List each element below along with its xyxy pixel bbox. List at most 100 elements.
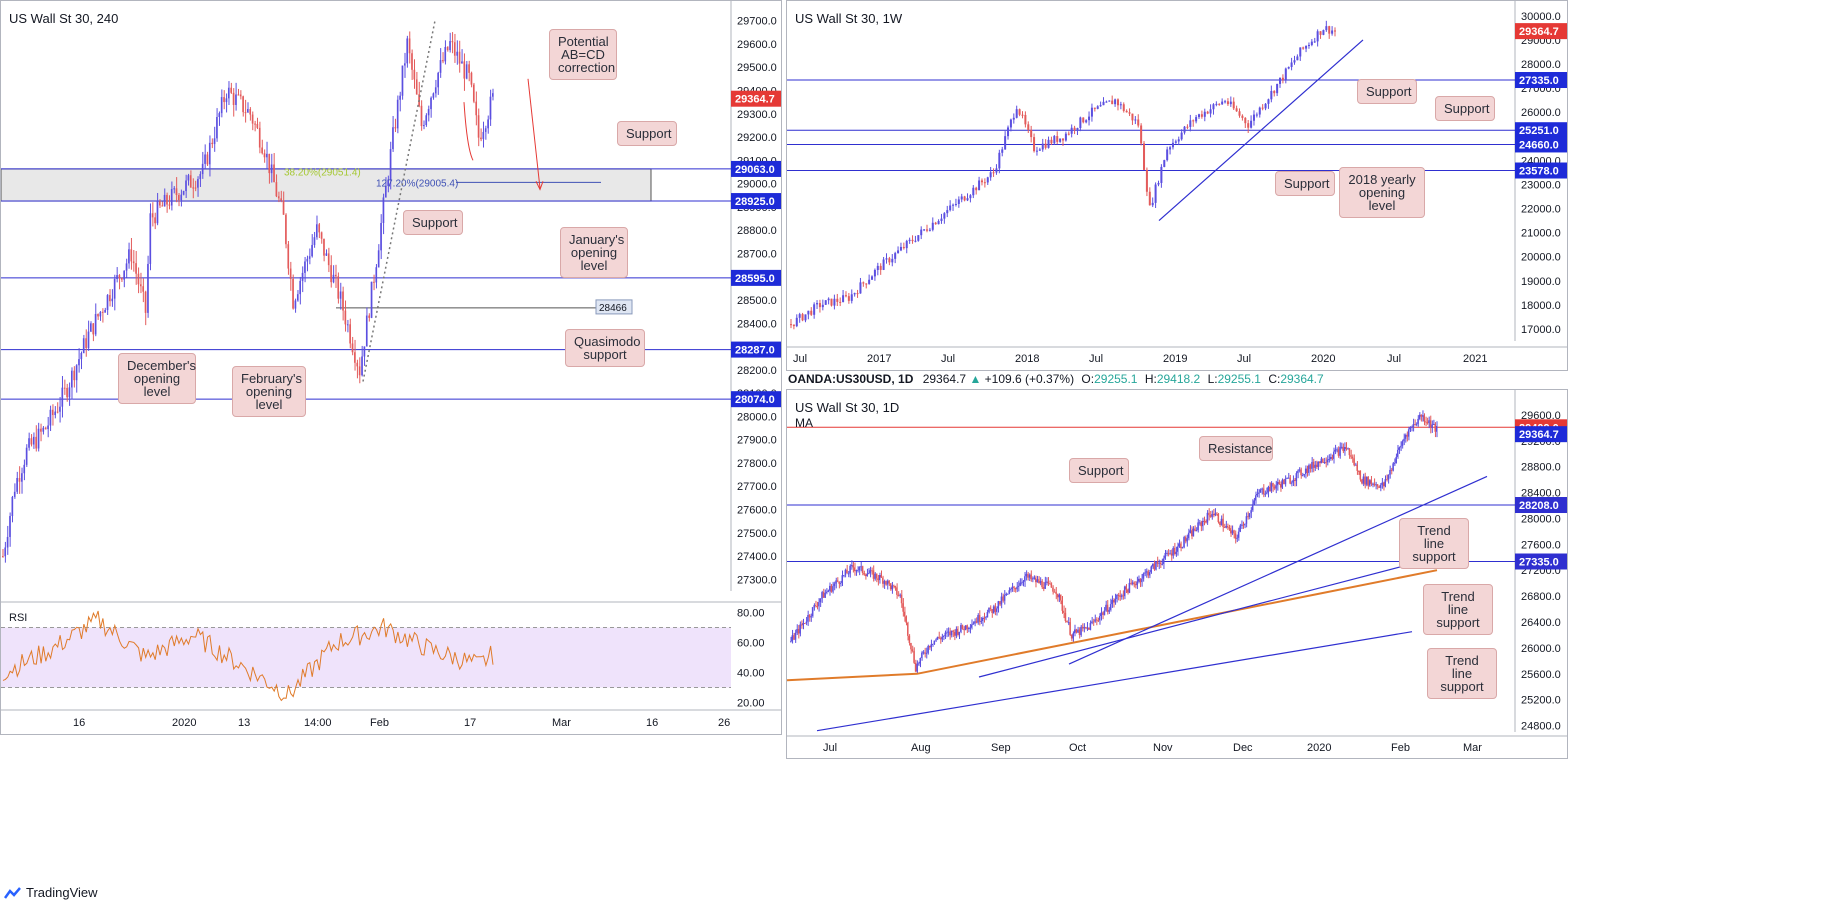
daily-candle [891, 585, 893, 590]
weekly-candle [1276, 83, 1279, 94]
daily-candle [911, 649, 914, 652]
level-price-box [731, 269, 781, 286]
daily-candle [1298, 469, 1301, 471]
daily-candle [1036, 579, 1039, 583]
daily-candle [1114, 599, 1117, 603]
weekly-candle [1232, 101, 1235, 109]
h4-candle [446, 46, 449, 51]
h4-candle [166, 194, 168, 205]
daily-candle [791, 635, 794, 642]
daily-candle [871, 570, 873, 572]
daily-candle [1384, 479, 1387, 487]
h4-candle [380, 223, 382, 251]
weekly-candle [1108, 100, 1111, 102]
chart-1d-svg[interactable]: 29600.029200.028800.028400.028000.027600… [787, 390, 1567, 758]
daily-candle [1351, 456, 1354, 459]
weekly-candle [1261, 107, 1264, 109]
daily-candle [1150, 566, 1152, 573]
chart-1d-ytick-label: 25200.0 [1521, 695, 1561, 707]
weekly-candle [1009, 119, 1012, 128]
daily-candle [1147, 571, 1149, 576]
chart-1d-xtick-label: Jul [823, 742, 837, 754]
h4-candle [370, 281, 373, 318]
h4-candle [235, 94, 237, 105]
h4-candle [373, 281, 375, 283]
daily-candle [1340, 446, 1343, 448]
daily-candle [1273, 486, 1276, 489]
daily-candle [1042, 587, 1045, 589]
level-price-box [731, 341, 781, 358]
level-price-label: 28595.0 [735, 273, 775, 285]
daily-candle [900, 594, 903, 604]
daily-candle [1225, 526, 1227, 528]
daily-candle [999, 601, 1001, 605]
daily-candle [1198, 522, 1201, 524]
daily-candle [1362, 476, 1365, 484]
daily-candle [804, 623, 806, 625]
h4-candle [168, 204, 171, 206]
daily-candle [1153, 563, 1156, 570]
daily-candle [1083, 627, 1085, 629]
daily-candle [1429, 420, 1432, 429]
weekly-candle [1137, 119, 1140, 126]
daily-candle [1365, 476, 1368, 485]
daily-candle [1167, 552, 1170, 555]
weekly-candle [1035, 150, 1038, 152]
daily-candle [850, 565, 853, 567]
weekly-candle [1299, 47, 1302, 57]
chart-1w-svg[interactable]: 30000.029000.028000.027000.026000.025000… [787, 1, 1567, 370]
weekly-candle [1143, 143, 1146, 170]
h4-candle [296, 294, 299, 301]
daily-candle [916, 663, 918, 672]
weekly-candle [943, 213, 946, 219]
ab-dotted-line [362, 20, 436, 382]
h4-candle [216, 116, 218, 139]
chart-1w-ytick-label: 17000.0 [1521, 324, 1561, 336]
weekly-candle [1053, 136, 1056, 144]
footer-brand: TradingView [26, 885, 98, 900]
chart-panel-1w[interactable]: 30000.029000.028000.027000.026000.025000… [786, 0, 1568, 371]
weekly-candle [1229, 101, 1232, 105]
daily-candle [846, 569, 848, 574]
weekly-candle [1215, 103, 1218, 105]
open-value: 29255.1 [1094, 372, 1138, 386]
daily-candle [1231, 530, 1234, 534]
chart-240-svg[interactable]: 29700.029600.029500.029400.029300.029200… [1, 1, 781, 734]
daily-candle [1226, 526, 1229, 528]
daily-candle [941, 636, 943, 640]
daily-candle [989, 607, 992, 610]
h4-candle [420, 105, 423, 127]
weekly-candle [1096, 106, 1099, 109]
daily-candle [863, 573, 865, 575]
h4-candle [430, 97, 432, 110]
daily-candle [894, 585, 897, 588]
weekly-level-box [1515, 122, 1567, 139]
daily-candle [983, 617, 985, 619]
daily-candle [963, 628, 965, 631]
daily-candle [1089, 622, 1092, 630]
daily-candle [971, 624, 973, 628]
daily-candle [1395, 456, 1397, 464]
daily-candle [1105, 604, 1107, 611]
weekly-candle [1090, 107, 1093, 117]
daily-candle [1323, 462, 1326, 464]
weekly-candle [1018, 109, 1021, 115]
weekly-candle [1047, 139, 1050, 148]
chart-panel-1d[interactable]: 29600.029200.028800.028400.028000.027600… [786, 389, 1568, 759]
h4-candle [477, 115, 480, 138]
h4-candle [101, 311, 104, 313]
change-up-icon: ▲ [969, 372, 982, 386]
daily-candle [1409, 427, 1411, 430]
weekly-candle [934, 222, 937, 225]
h4-candle [230, 87, 233, 93]
h4-candle [25, 447, 28, 465]
daily-candle [1292, 479, 1294, 483]
daily-candle [1287, 477, 1290, 479]
daily-candle [1169, 553, 1171, 555]
chart-panel-240[interactable]: 29700.029600.029500.029400.029300.029200… [0, 0, 782, 735]
weekly-candle [1279, 77, 1282, 84]
daily-candle [1426, 422, 1429, 424]
h4-candle [6, 536, 9, 548]
daily-candle [886, 580, 889, 585]
weekly-candle [1099, 105, 1102, 107]
